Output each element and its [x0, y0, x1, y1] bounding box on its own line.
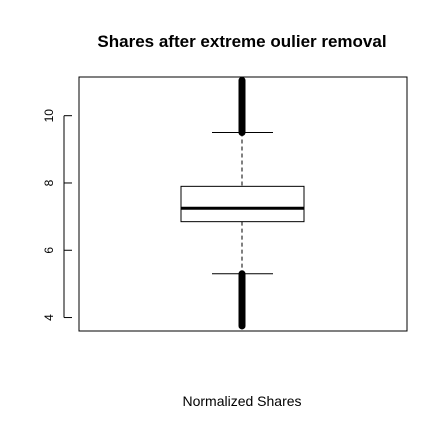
y-tick-label-8: 8 [42, 179, 56, 186]
plot-frame [78, 76, 408, 332]
y-axis: 4 6 8 10 [42, 109, 72, 321]
x-axis-label: Normalized Shares [182, 393, 301, 409]
y-tick-label-10: 10 [42, 109, 56, 123]
box-group [180, 76, 305, 330]
y-tick-label-6: 6 [42, 247, 56, 254]
chart-title: Shares after extreme oulier removal [97, 32, 386, 51]
iqr-box [180, 185, 305, 223]
y-tick-label-4: 4 [42, 314, 56, 321]
